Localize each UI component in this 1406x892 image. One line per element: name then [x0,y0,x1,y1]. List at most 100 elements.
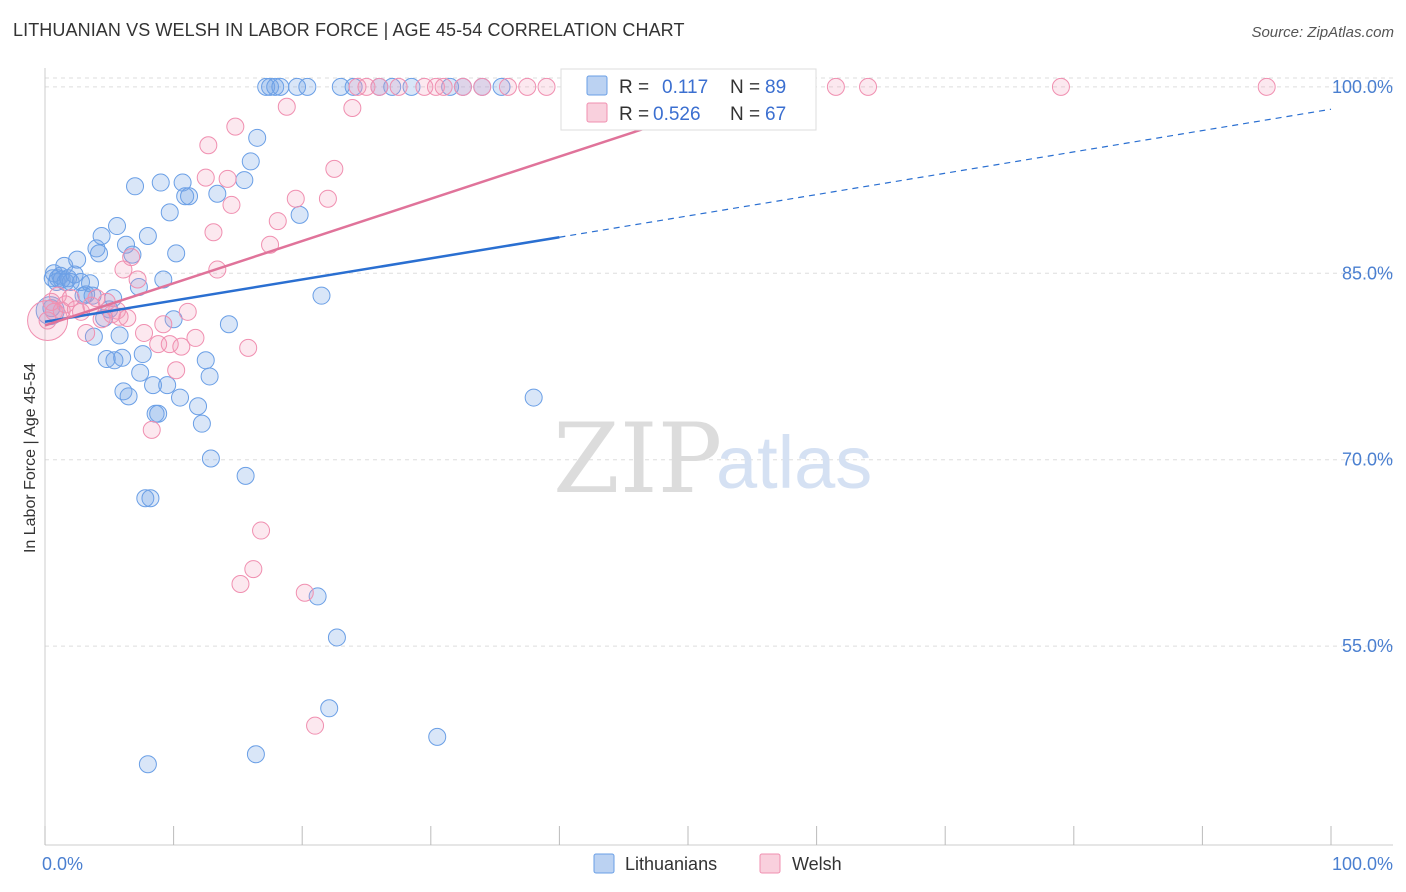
point-welsh [826,77,845,96]
point-lithuanian [144,376,163,395]
point-welsh [118,309,137,328]
point-lithuanian [92,227,111,245]
point-welsh [226,117,245,136]
point-welsh [222,195,241,214]
point-lithuanian [492,77,511,96]
watermark: ZIP atlas [553,403,872,515]
point-welsh [231,575,250,593]
point-welsh [77,323,96,342]
point-welsh [370,77,389,96]
point-lithuanian [200,367,219,386]
legend-n-value-welsh: 67 [765,104,786,125]
legend-r-value-welsh: 0.526 [653,104,701,125]
watermark-atlas: atlas [716,421,872,504]
y-axis-title: In Labor Force | Age 45-54 [22,363,39,553]
point-lithuanian [241,152,260,171]
point-welsh [473,77,492,96]
point-lithuanian [113,348,132,367]
point-welsh [142,420,161,439]
point-lithuanian [192,414,211,433]
point-welsh [357,77,376,96]
point-lithuanian [108,217,127,236]
x-tick-label-max: 100.0% [1332,854,1393,874]
point-lithuanian [257,77,276,96]
legend-n-label-lithuanian: N = [730,77,760,98]
point-lithuanian [138,755,157,774]
point-lithuanian [266,77,285,96]
legend-n-label-welsh: N = [730,104,760,125]
point-lithuanian [68,250,87,269]
point-lithuanian [77,285,96,304]
bottom-legend: Lithuanians Welsh [593,853,842,874]
point-welsh [244,560,263,579]
point-lithuanian [288,77,307,96]
point-welsh [318,189,337,208]
point-welsh [426,77,445,96]
point-welsh [325,159,344,178]
legend-box: R = 0.117 N = 89 R = 0.526 N = 67 [560,68,817,131]
point-welsh [1257,77,1276,96]
legend-n-value-lithuanian: 89 [765,77,786,98]
point-lithuanian [298,77,317,96]
bottom-legend-swatch-lithuanian [593,853,615,874]
tick-labels: 55.0% 70.0% 85.0% 100.0% 0.0% 100.0% [42,77,1393,874]
point-lithuanian [110,326,129,345]
y-tick-label: 55.0% [1342,636,1393,656]
point-welsh [199,136,218,155]
legend-r-label-lithuanian: R = [619,77,649,98]
point-welsh [268,212,287,231]
point-welsh [286,189,305,208]
x-tick-label-min: 0.0% [42,854,83,874]
trend-line-lithuanian [44,236,560,323]
point-lithuanian [428,727,447,746]
point-lithuanian [158,376,177,395]
point-welsh [92,310,111,329]
point-welsh [218,169,237,188]
point-welsh [859,77,878,96]
y-tick-label: 70.0% [1342,450,1393,470]
point-lithuanian [126,177,145,196]
point-lithuanian [383,77,402,96]
point-welsh [196,168,215,187]
series-lithuanians [35,77,543,774]
legend-r-value-lithuanian: 0.117 [662,77,708,98]
point-lithuanian [441,77,460,96]
source-label: Source: ZipAtlas.com [1251,24,1394,41]
point-lithuanian [141,489,160,508]
point-lithuanian [136,489,155,508]
point-lithuanian [320,699,339,718]
bottom-legend-swatch-welsh [759,853,781,874]
point-welsh [122,248,141,267]
point-lithuanian [167,244,186,263]
point-welsh [239,338,258,357]
point-lithuanian [65,265,84,284]
point-welsh [167,361,186,380]
point-lithuanian [312,286,331,305]
point-lithuanian [235,171,254,190]
point-welsh [178,302,197,321]
point-welsh [61,289,80,308]
point-welsh [252,521,271,540]
legend-swatch-lithuanian [586,75,608,96]
point-lithuanian [208,184,227,203]
point-lithuanian [201,449,220,468]
point-lithuanian [114,382,133,401]
point-lithuanian [97,350,116,369]
point-lithuanian [133,345,152,364]
point-lithuanian [236,466,255,485]
point-lithuanian [261,77,280,96]
point-lithuanian [164,310,183,329]
point-welsh [306,716,325,735]
point-lithuanian [180,187,199,206]
point-lithuanian [290,205,309,224]
point-welsh [453,77,472,96]
watermark-zip: ZIP [553,403,722,515]
bottom-legend-label-lithuanian: Lithuanians [625,854,717,874]
point-lithuanian [344,77,363,96]
point-lithuanian [327,628,346,647]
point-welsh [1051,77,1070,96]
bottom-legend-label-welsh: Welsh [792,854,842,874]
point-welsh [498,77,517,96]
point-lithuanian [219,315,238,334]
point-lithuanian [271,77,290,96]
